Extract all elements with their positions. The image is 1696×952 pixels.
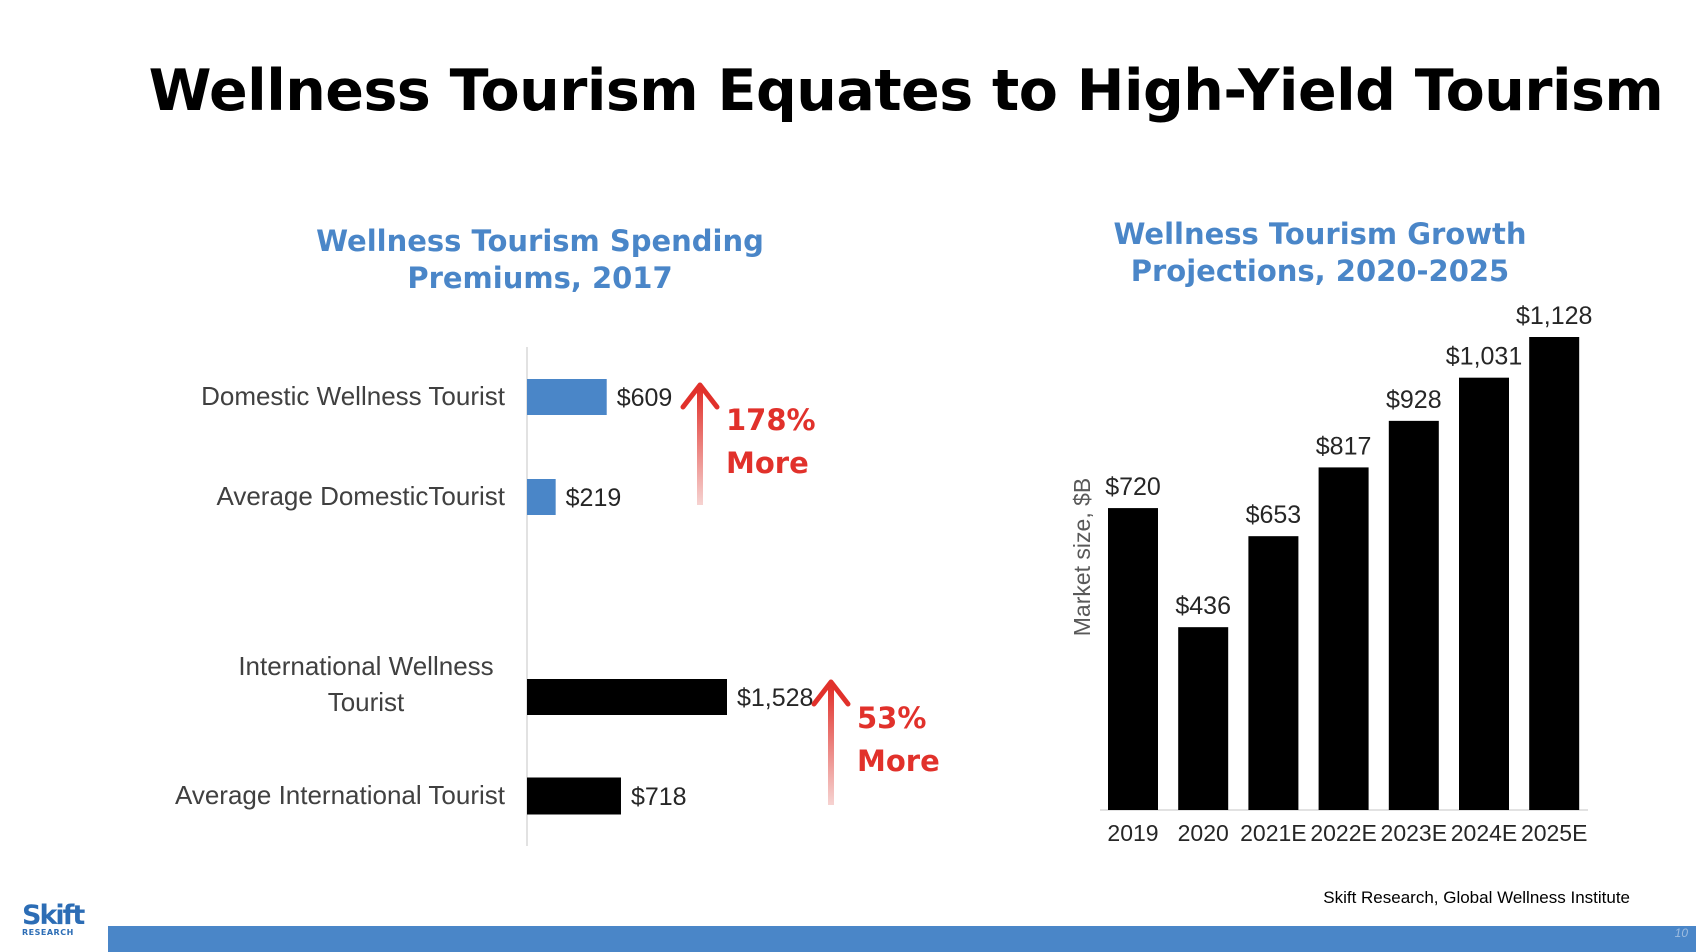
logo-wordmark: Skift xyxy=(22,900,85,931)
right-chart-title-line-2: Projections, 2020-2025 xyxy=(1130,254,1510,288)
x-tick-label: 2025E xyxy=(1521,820,1588,846)
bar-value-label: $653 xyxy=(1246,501,1302,529)
bar-value-label: $720 xyxy=(1105,473,1161,501)
bar-value-label: $1,128 xyxy=(1516,302,1592,330)
bar-2021E xyxy=(1248,536,1299,810)
bar-2 xyxy=(527,679,727,715)
bar-value-label: $817 xyxy=(1316,432,1372,460)
bar-2024E xyxy=(1459,377,1509,810)
x-tick-label: 2019 xyxy=(1107,820,1158,846)
bar-2019 xyxy=(1108,508,1158,810)
bar-2020 xyxy=(1178,627,1229,810)
category-label: Average International Tourist xyxy=(175,780,506,810)
premium-arrow-head xyxy=(811,679,851,707)
bar-value-label: $1,528 xyxy=(737,684,813,712)
right-chart-title-line-1: Wellness Tourism Growth xyxy=(1113,217,1527,251)
category-label-cont: Tourist xyxy=(328,687,405,717)
left-chart-title-line-2: Premiums, 2017 xyxy=(407,261,673,295)
category-label: Domestic Wellness Tourist xyxy=(201,381,506,411)
premium-more-label: More xyxy=(726,446,809,480)
x-tick-label: 2023E xyxy=(1381,820,1448,846)
footer-bar: 10 xyxy=(108,926,1696,952)
category-label: International Wellness xyxy=(238,651,493,681)
page-number: 10 xyxy=(1674,926,1688,940)
page-title: Wellness Tourism Equates to High-Yield T… xyxy=(148,58,1664,124)
bar-value-label: $928 xyxy=(1386,386,1442,414)
bar-value-label: $718 xyxy=(631,783,687,811)
premium-percent-label: 178% xyxy=(726,403,816,437)
right-chart-title: Wellness Tourism Growth Projections, 202… xyxy=(1060,216,1580,290)
premium-annotations: 178% More 53% More xyxy=(680,382,940,805)
x-tick-label: 2020 xyxy=(1178,820,1229,846)
bar-value-label: $219 xyxy=(566,484,622,512)
spending-premiums-chart: $609 Domestic Wellness Tourist $219 Average… xyxy=(175,347,813,846)
bar-value-label: $1,031 xyxy=(1446,343,1522,371)
skift-research-logo: Skift RESEARCH xyxy=(22,900,92,937)
premium-arrow-head xyxy=(680,382,720,410)
category-label: Average DomesticTourist xyxy=(216,481,505,511)
left-chart-title: Wellness Tourism Spending Premiums, 2017 xyxy=(280,223,800,297)
x-tick-label: 2024E xyxy=(1451,820,1518,846)
logo-subtitle: RESEARCH xyxy=(22,928,74,937)
bar-2025E xyxy=(1529,337,1580,810)
x-tick-label: 2022E xyxy=(1310,820,1377,846)
bar-2022E xyxy=(1318,467,1369,810)
premium-arrow-shaft xyxy=(828,686,834,805)
premium-percent-label: 53% xyxy=(857,701,926,735)
y-axis-title: Market size, $B xyxy=(1069,478,1095,637)
growth-projections-chart: $720 2019 $436 2020 $653 2021E $817 2022E $928 20… xyxy=(1069,302,1592,846)
bar-1 xyxy=(527,479,556,515)
bar-value-label: $436 xyxy=(1175,592,1231,620)
premium-more-label: More xyxy=(857,744,940,778)
bar-3 xyxy=(527,777,621,815)
bar-0 xyxy=(527,379,607,415)
x-tick-label: 2021E xyxy=(1240,820,1307,846)
source-note: Skift Research, Global Wellness Institut… xyxy=(1323,888,1630,907)
bar-2023E xyxy=(1388,420,1439,810)
bar-value-label: $609 xyxy=(617,384,673,412)
left-chart-title-line-1: Wellness Tourism Spending xyxy=(316,224,764,258)
premium-arrow-shaft xyxy=(697,389,703,505)
